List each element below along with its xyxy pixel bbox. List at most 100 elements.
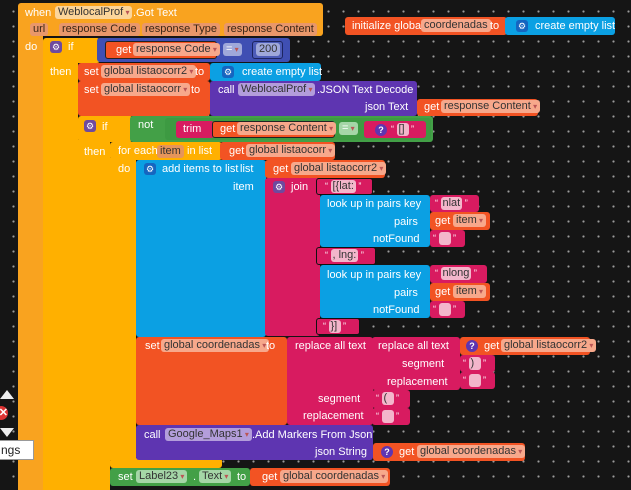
delete-icon[interactable]: ✕ [0,406,8,420]
number-value[interactable]: 200 [256,43,281,56]
help-icon[interactable]: ? [466,340,478,352]
event-name: .Got Text [133,7,177,19]
text-field[interactable]: [] [396,123,409,136]
text-literal[interactable]: , lng: [325,249,364,262]
to-label: to [266,340,276,352]
text-field[interactable]: nlong [440,267,472,280]
if-block-body [43,60,78,490]
get-label: get [484,340,500,352]
text-literal[interactable]: }] [323,320,346,333]
var-dropdown[interactable]: global listaocorr2 [291,162,387,175]
add-items-label: add items to list [162,163,239,175]
var-dropdown[interactable]: global coordenadas [417,445,526,458]
text-field[interactable]: , lng: [330,249,359,262]
add-items-to-list-block[interactable] [136,160,266,337]
text-field[interactable]: ) [468,357,481,370]
empty-text-field[interactable] [438,303,451,316]
gear-icon[interactable]: ⚙ [516,20,528,32]
property-dropdown[interactable]: Text [199,470,232,483]
component-dropdown[interactable]: Google_Maps1 [165,428,252,441]
gear-icon[interactable]: ⚙ [144,163,156,175]
zoom-down-arrow-icon[interactable] [0,428,14,437]
gear-icon[interactable]: ⚙ [222,66,234,78]
var-dropdown[interactable]: global listaocorr2 [101,65,197,78]
var-dropdown[interactable]: global coordenadas [161,339,270,352]
if-label: if [102,121,108,133]
text-literal[interactable] [433,232,456,245]
component-dropdown[interactable]: WeblocalProf [55,6,133,19]
help-icon[interactable]: ? [375,124,387,136]
text-literal[interactable]: [] [391,123,414,136]
item-label: item [233,181,254,193]
settings-box[interactable]: ngs [0,440,34,460]
set-label: set [84,66,99,78]
component-dropdown[interactable]: Label23 [136,470,188,483]
join-block[interactable] [265,178,320,336]
param-response-type[interactable]: response Type [142,23,220,36]
empty-text-field[interactable] [438,232,451,245]
operator-dropdown[interactable]: = [339,122,358,135]
global-name-field[interactable]: coordenadas [421,19,491,32]
text-field[interactable]: [{lat: [330,180,356,193]
trim-block[interactable] [176,121,214,138]
replacement-label: replacement [387,376,448,388]
get-label: get [435,215,451,227]
var-dropdown[interactable]: global listaocorr [246,144,336,157]
for-each-body [110,158,136,460]
param-response-content[interactable]: response Content [224,23,317,36]
then-label: then [84,146,106,158]
empty-text-field[interactable] [468,374,481,387]
loop-variable-field[interactable]: item [157,145,184,158]
var-dropdown[interactable]: response Code [133,43,220,56]
text-field[interactable]: }] [328,320,341,333]
text-literal[interactable]: ) [463,357,486,370]
do-label: do [25,41,38,53]
lookup-in-pairs-block[interactable] [320,195,430,247]
dot-label: . [193,471,197,483]
component-dropdown[interactable]: WeblocalProf [238,83,316,96]
text-literal[interactable] [463,374,486,387]
when-label: when [25,7,52,19]
text-field[interactable]: nlat [440,197,463,210]
text-literal[interactable]: ( [376,392,399,405]
to-label: to [195,66,205,78]
var-dropdown[interactable]: item [453,214,487,227]
replace-all-text-block[interactable] [287,337,373,425]
empty-text-field[interactable] [381,410,394,423]
var-dropdown[interactable]: item [453,285,487,298]
json-string-label: json String [315,446,367,458]
var-dropdown[interactable]: global listaocorr2 [501,339,597,352]
lookup-in-pairs-block[interactable] [320,265,430,318]
var-dropdown[interactable]: response Content [441,100,541,113]
event-block-body [18,30,43,490]
var-dropdown[interactable]: global coordenadas [280,470,389,483]
for-each-bottom [110,458,222,468]
lookup-label: look up in pairs key [327,198,422,210]
get-label: get [220,123,236,135]
operator-dropdown[interactable]: = [223,43,242,56]
text-literal[interactable]: [{lat: [325,180,361,193]
param-url[interactable]: url [30,23,49,36]
gear-icon[interactable]: ⚙ [273,181,285,193]
replace-all-text-inner-block[interactable] [372,337,460,390]
text-field[interactable]: ( [381,392,394,405]
help-icon[interactable]: ? [381,446,393,458]
trim-label: trim [183,123,202,135]
text-literal[interactable]: nlat [435,197,468,210]
param-response-code[interactable]: response Code [59,23,140,36]
text-literal[interactable]: nlong [435,267,477,280]
init-to: to [490,20,500,32]
zoom-up-arrow-icon[interactable] [0,390,14,399]
gear-icon[interactable]: ⚙ [50,41,62,53]
var-dropdown[interactable]: response Content [237,122,337,135]
set-label: set [84,84,99,96]
then-label: then [50,66,72,78]
create-empty-list-block[interactable] [505,17,615,35]
create-empty-list-block[interactable] [210,63,321,81]
gear-icon[interactable]: ⚙ [84,120,96,132]
var-dropdown[interactable]: global listaocorr [101,83,191,96]
method-label: .JSON Text Decode [317,84,414,96]
text-literal[interactable] [433,303,456,316]
pairs-label: pairs [394,216,418,228]
text-literal[interactable] [376,410,399,423]
